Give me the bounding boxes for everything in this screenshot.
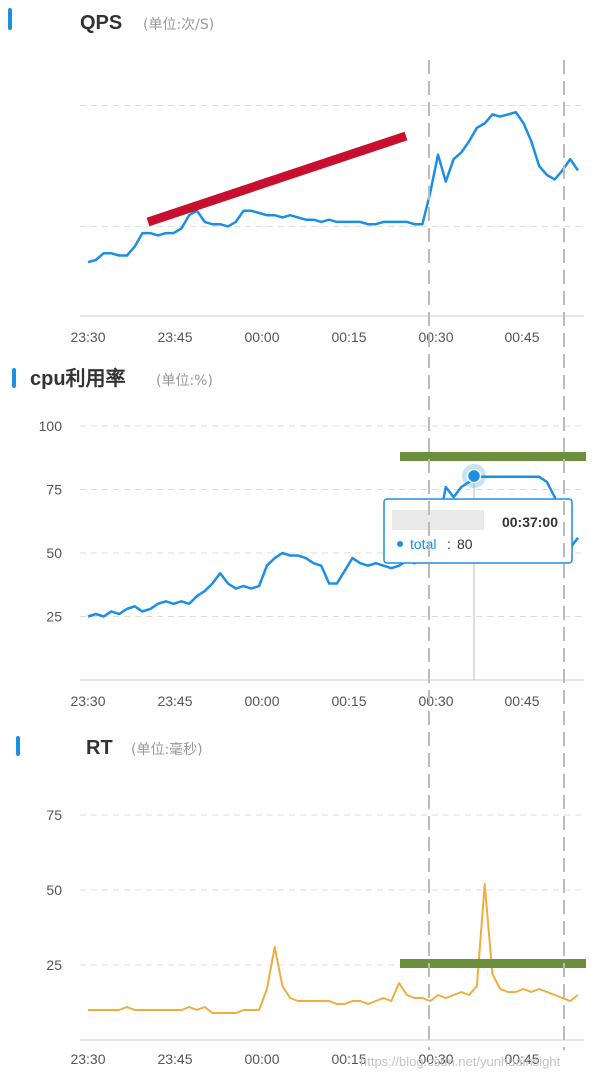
watermark: https://blog.csdn.net/yunhuainsight <box>360 1054 561 1069</box>
cpu-x-tick-label: 23:30 <box>70 693 105 709</box>
rt-x-tick-label: 00:45 <box>504 1051 539 1067</box>
cpu-tooltip: 00:37:00 total : 80 <box>383 498 573 564</box>
tooltip-redacted-block <box>392 510 484 530</box>
tooltip-series-dot <box>397 541 403 547</box>
cpu-x-tick-label: 00:00 <box>244 693 279 709</box>
rt-y-tick-label: 75 <box>46 807 62 823</box>
qps-series-line <box>87 110 580 264</box>
rt-x-tick-label: 00:15 <box>331 1051 366 1067</box>
cpu-series-line <box>87 475 579 618</box>
cpu-y-ticks: 25 50 75 100 <box>39 418 63 625</box>
qps-x-tick-label: 23:45 <box>157 329 192 345</box>
cpu-x-tick-label: 00:45 <box>504 693 539 709</box>
rt-y-tick-label: 50 <box>46 882 62 898</box>
qps-x-tick-label: 00:15 <box>331 329 366 345</box>
rt-x-tick-label: 00:30 <box>418 1051 453 1067</box>
rt-y-tick-label: 25 <box>46 957 62 973</box>
rt-x-tick-label: 00:00 <box>244 1051 279 1067</box>
cpu-y-tick-label: 50 <box>46 545 62 561</box>
cpu-x-tick-label: 00:15 <box>331 693 366 709</box>
rt-threshold-annotation <box>400 959 586 968</box>
tooltip-value: 80 <box>457 536 473 552</box>
rt-x-tick-label: 23:30 <box>70 1051 105 1067</box>
qps-x-tick-label: 23:30 <box>70 329 105 345</box>
tooltip-time: 00:37:00 <box>502 514 558 530</box>
qps-gridlines <box>80 104 584 227</box>
tooltip-separator: : <box>447 536 451 552</box>
qps-x-ticks: 23:30 23:45 00:00 00:15 00:30 00:45 <box>70 329 539 345</box>
rt-series-line <box>88 883 579 1014</box>
qps-chart: QPS (单位:次/S) 23:30 23:45 00:00 00:15 00:30 00… <box>8 8 584 345</box>
qps-x-tick-label: 00:00 <box>244 329 279 345</box>
cpu-y-tick-label: 75 <box>46 482 62 498</box>
rt-x-tick-label: 23:45 <box>157 1051 192 1067</box>
rt-title-marker <box>16 736 20 756</box>
qps-x-tick-label: 00:30 <box>418 329 453 345</box>
cpu-y-tick-label: 25 <box>46 609 62 625</box>
qps-trend-annotation <box>146 131 408 227</box>
rt-chart: RT (单位:毫秒) 25 50 75 23:30 23:45 00:00 00:15 00… <box>16 736 586 1069</box>
cpu-title-marker <box>12 368 16 388</box>
cpu-y-tick-label: 100 <box>39 418 63 434</box>
cpu-chart: cpu利用率 (单位:%) 25 50 75 100 23:30 23:45 00:00 0… <box>12 366 586 709</box>
rt-title: RT <box>86 737 113 759</box>
qps-x-tick-label: 00:45 <box>504 329 539 345</box>
qps-title-marker <box>8 8 12 30</box>
rt-y-ticks: 25 50 75 <box>46 807 62 973</box>
tooltip-series-label: total <box>410 536 436 552</box>
cpu-highlight-point[interactable] <box>466 468 482 484</box>
cpu-unit: (单位:%) <box>156 373 213 389</box>
cpu-title: cpu利用率 <box>30 366 126 390</box>
cpu-x-tick-label: 23:45 <box>157 693 192 709</box>
cpu-threshold-annotation <box>400 452 586 461</box>
cpu-x-ticks: 23:30 23:45 00:00 00:15 00:30 00:45 <box>70 693 539 709</box>
rt-unit: (单位:毫秒) <box>131 741 203 758</box>
rt-gridlines <box>80 814 584 966</box>
qps-unit: (单位:次/S) <box>143 17 214 33</box>
rt-x-ticks: 23:30 23:45 00:00 00:15 00:30 00:45 <box>70 1051 539 1067</box>
cpu-x-tick-label: 00:30 <box>418 693 453 709</box>
tooltip-box <box>383 498 573 564</box>
qps-title: QPS <box>80 12 122 34</box>
